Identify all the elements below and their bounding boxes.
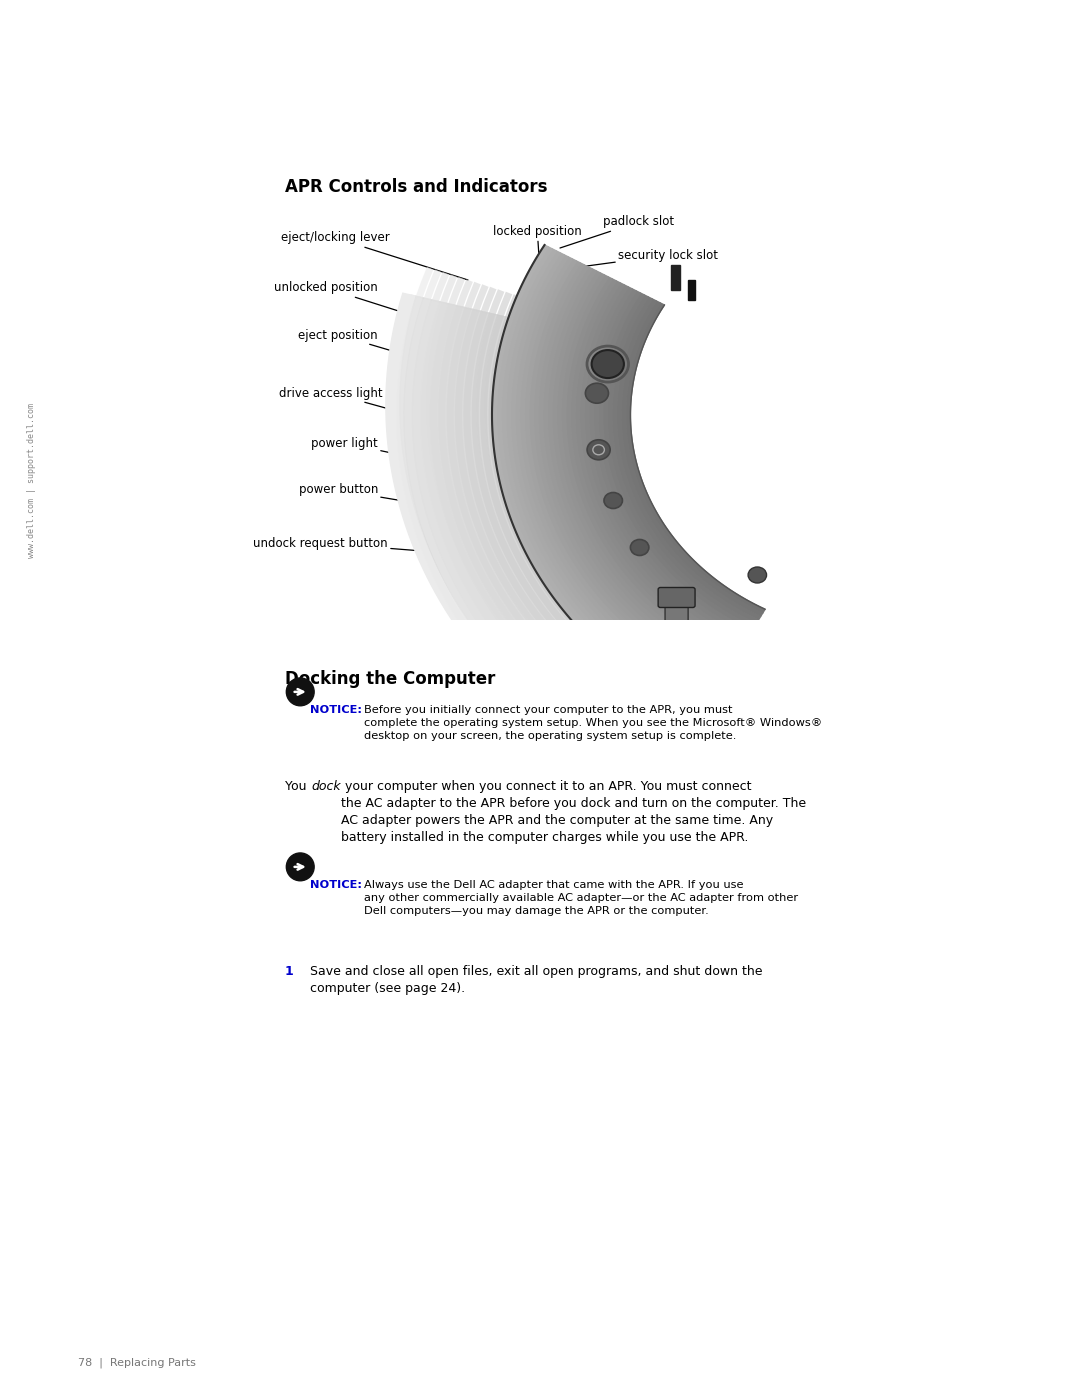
Polygon shape [411,299,805,809]
Polygon shape [445,306,810,780]
FancyBboxPatch shape [665,592,688,651]
Text: drive access light: drive access light [280,387,458,427]
Polygon shape [530,326,825,707]
Polygon shape [556,272,732,666]
FancyBboxPatch shape [658,588,696,608]
Polygon shape [548,270,728,673]
Polygon shape [488,316,818,743]
Polygon shape [492,244,702,715]
Polygon shape [505,251,708,704]
Polygon shape [497,319,820,736]
Polygon shape [403,298,804,816]
Polygon shape [552,271,730,669]
Text: dock: dock [311,780,340,793]
Polygon shape [454,309,812,773]
Polygon shape [603,293,754,630]
Polygon shape [594,289,750,637]
Circle shape [592,351,624,379]
Polygon shape [511,253,711,701]
Text: 78  |  Replacing Parts: 78 | Replacing Parts [78,1358,195,1369]
Text: padlock slot: padlock slot [561,215,674,249]
Text: Always use the Dell AC adapter that came with the APR. If you use
any other comm: Always use the Dell AC adapter that came… [364,880,798,916]
Bar [671,265,680,291]
Polygon shape [566,277,737,659]
Circle shape [588,440,610,460]
Polygon shape [562,275,734,662]
Text: eject position: eject position [298,328,450,367]
Polygon shape [575,281,741,651]
Text: your computer when you connect it to an APR. You must connect
the AC adapter to : your computer when you connect it to an … [341,780,806,844]
Circle shape [286,678,314,705]
Polygon shape [570,279,739,655]
Text: Save and close all open files, exit all open programs, and shut down the
compute: Save and close all open files, exit all … [310,965,762,995]
Text: locked position: locked position [492,225,582,272]
Circle shape [286,854,314,880]
Polygon shape [501,249,706,708]
Polygon shape [538,265,724,680]
Polygon shape [589,286,747,641]
Polygon shape [420,300,806,802]
Polygon shape [386,293,800,830]
Polygon shape [607,295,756,627]
Text: docking
light: docking light [570,566,617,594]
Text: Docking the Computer: Docking the Computer [285,671,496,687]
Polygon shape [548,330,828,693]
Text: power button: power button [299,483,445,509]
Polygon shape [543,267,726,676]
Text: You: You [285,780,311,793]
Polygon shape [400,296,828,819]
Polygon shape [522,324,824,714]
Polygon shape [584,285,745,644]
Polygon shape [437,305,809,787]
Polygon shape [462,310,813,766]
Text: eject/locking lever: eject/locking lever [281,232,468,279]
Polygon shape [534,263,721,683]
Polygon shape [519,257,715,694]
Bar [688,279,696,300]
Polygon shape [504,320,821,729]
Polygon shape [429,303,808,793]
Text: unlocked position: unlocked position [274,282,453,328]
Text: Before you initially connect your computer to the APR, you must
complete the ope: Before you initially connect your comput… [364,705,822,742]
Polygon shape [539,327,826,700]
Polygon shape [471,313,814,757]
Text: undock request button: undock request button [254,536,448,553]
Polygon shape [513,321,822,722]
Circle shape [631,539,649,556]
Polygon shape [394,295,801,823]
Text: www.dell.com | support.dell.com: www.dell.com | support.dell.com [27,402,37,557]
Text: NOTICE:: NOTICE: [310,880,362,890]
Polygon shape [580,284,743,648]
Polygon shape [524,258,717,690]
Polygon shape [621,300,762,616]
Polygon shape [612,298,758,623]
Text: APR Controls and Indicators: APR Controls and Indicators [285,177,548,196]
Circle shape [665,637,688,658]
Polygon shape [625,303,765,613]
Polygon shape [598,291,752,634]
Text: power light: power light [311,436,448,465]
Circle shape [748,567,767,583]
Circle shape [604,493,622,509]
Text: 1: 1 [285,965,294,978]
Text: NOTICE:: NOTICE: [310,705,362,715]
Polygon shape [515,256,713,697]
Polygon shape [617,299,760,620]
Polygon shape [497,247,704,711]
Text: security lock slot: security lock slot [572,249,718,268]
Polygon shape [480,314,816,750]
Polygon shape [529,261,719,687]
Circle shape [585,383,608,404]
